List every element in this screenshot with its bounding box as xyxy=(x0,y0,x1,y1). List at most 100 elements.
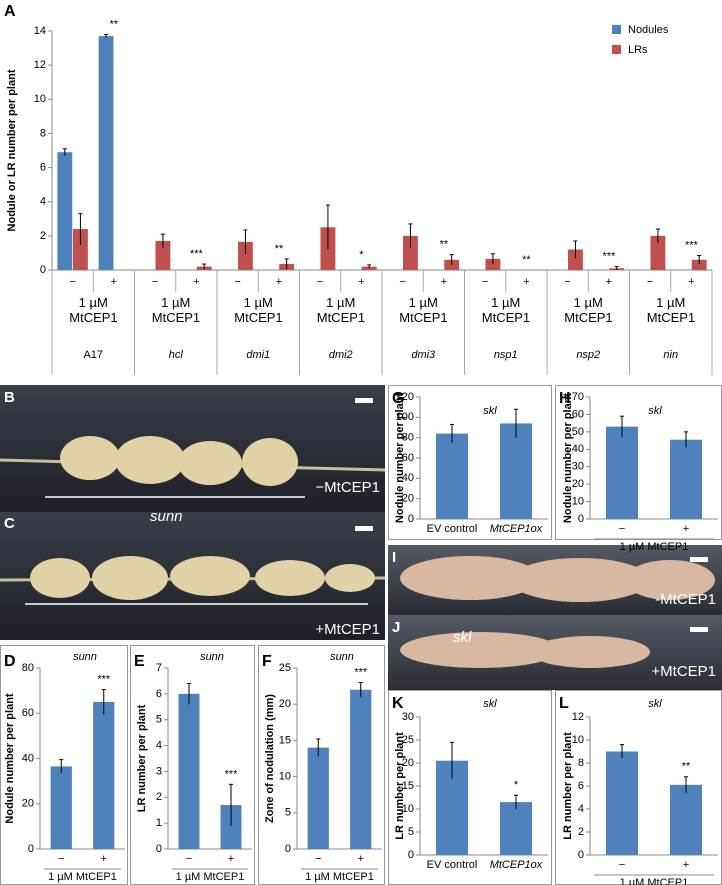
y-tick-label: 4 xyxy=(40,196,46,208)
treatment-box: 1 µM MtCEP1 xyxy=(69,295,117,325)
photo-label: −MtCEP1 xyxy=(315,479,380,496)
bar xyxy=(72,229,88,270)
treatment-label: 1 µM MtCEP1 xyxy=(646,295,696,325)
treatment-box: 1 µM MtCEP1 xyxy=(151,295,201,325)
photo-genotype: skl xyxy=(453,629,472,646)
y-tick-label: 5 xyxy=(156,714,162,726)
bar xyxy=(93,701,115,849)
x-tick-label: − xyxy=(482,276,488,288)
significance: ** xyxy=(682,761,691,773)
legend-swatch xyxy=(612,45,621,54)
bar xyxy=(500,802,532,855)
y-tick-label: 0 xyxy=(578,513,584,525)
genotype-label: A17 xyxy=(83,349,103,361)
panel-letter: B xyxy=(4,389,15,406)
x-tick-label: − xyxy=(315,853,321,865)
chart-title: sunn xyxy=(73,651,97,663)
bar xyxy=(650,235,666,270)
x-tick-label: − xyxy=(317,276,323,288)
y-axis-label: Zone of nodulation (mm) xyxy=(264,694,276,823)
y-axis-label: LR number per plant xyxy=(562,732,574,840)
genotype-label: dmi3 xyxy=(411,349,436,361)
y-tick-label: 7 xyxy=(156,662,162,674)
y-tick-label: 0 xyxy=(285,843,291,855)
photo-genotype: sunn xyxy=(150,508,183,525)
scale-bar xyxy=(355,526,373,531)
bar xyxy=(350,689,372,849)
x-tick-label: + xyxy=(683,859,689,871)
genotype-label: dmi2 xyxy=(329,349,353,361)
y-tick-label: 10 xyxy=(572,734,584,746)
panel-letter: L xyxy=(559,695,569,712)
y-tick-label: 80 xyxy=(402,432,414,444)
y-tick-label: 0 xyxy=(408,513,414,525)
y-tick-label: 3 xyxy=(156,765,162,777)
x-tick-label: − xyxy=(619,859,625,871)
y-tick-label: 20 xyxy=(279,698,291,710)
x-tick-label: + xyxy=(358,853,364,865)
y-tick-label: 12 xyxy=(34,59,46,71)
panel-frame xyxy=(388,385,552,540)
significance: * xyxy=(359,249,364,261)
genotype-label: nsp2 xyxy=(576,349,600,361)
y-tick-label: 60 xyxy=(572,408,584,420)
y-tick-label: 40 xyxy=(22,752,34,764)
y-tick-label: 0 xyxy=(40,264,46,276)
y-tick-label: 8 xyxy=(578,757,584,769)
bar xyxy=(691,259,707,270)
bar xyxy=(670,784,702,855)
significance: *** xyxy=(225,768,239,780)
treatment-label: 1 µM MtCEP1 xyxy=(151,295,201,325)
x-tick-label: + xyxy=(101,853,107,865)
scale-bar xyxy=(690,627,708,632)
bar xyxy=(670,439,702,519)
bar xyxy=(567,249,583,270)
x-tick-label: − xyxy=(564,276,570,288)
significance: *** xyxy=(602,250,616,262)
x-tick-label: + xyxy=(688,276,694,288)
y-tick-label: 0 xyxy=(28,843,34,855)
y-tick-label: 2 xyxy=(578,826,584,838)
bar xyxy=(436,433,468,519)
significance: *** xyxy=(685,239,699,251)
panel-letter: I xyxy=(392,549,396,566)
treatment-box: 1 µM MtCEP1 xyxy=(564,295,613,325)
treatment-label: 1 µM MtCEP1 xyxy=(316,295,366,325)
y-tick-label: 4 xyxy=(578,803,584,815)
x-tick-label: + xyxy=(358,276,364,288)
y-tick-label: 100 xyxy=(396,411,414,423)
x-tick-label: + xyxy=(276,276,282,288)
y-tick-label: 20 xyxy=(572,478,584,490)
y-axis-label: Nodule number per plant xyxy=(394,393,406,524)
y-axis-label: LR number per plant xyxy=(136,704,148,812)
photo-label: +MtCEP1 xyxy=(651,663,716,680)
scale-bar xyxy=(690,557,708,562)
treatment-box: 1 µM MtCEP1 xyxy=(316,295,366,325)
chart-title: skl xyxy=(648,698,662,710)
significance: *** xyxy=(97,673,111,685)
x-tick-label: + xyxy=(228,853,234,865)
photo-label: -MtCEP1 xyxy=(655,591,716,608)
x-tick-label: MtCEP1ox xyxy=(490,523,543,535)
y-tick-label: 20 xyxy=(402,493,414,505)
y-tick-label: 30 xyxy=(572,461,584,473)
x-axis-label: 1 µM MtCEP1 xyxy=(48,871,117,883)
x-tick-label: + xyxy=(606,276,612,288)
y-tick-label: 25 xyxy=(402,734,414,746)
y-tick-label: 60 xyxy=(402,452,414,464)
significance: * xyxy=(514,779,519,791)
y-tick-label: 2 xyxy=(156,791,162,803)
treatment-label: 1 µM MtCEP1 xyxy=(564,295,613,325)
panel-letter: H xyxy=(559,390,571,407)
bar xyxy=(307,747,329,849)
y-tick-label: 10 xyxy=(572,495,584,507)
significance: ** xyxy=(522,254,531,266)
treatment-box: 1 µM MtCEP1 xyxy=(399,295,447,325)
x-axis-label: 1 µM MtCEP1 xyxy=(305,871,374,883)
y-tick-label: 14 xyxy=(34,25,46,37)
photos: B −MtCEP1 C +MtCEP1 sunn I -MtCEP1 J +Mt… xyxy=(0,385,722,690)
x-tick-label: + xyxy=(111,276,117,288)
bar xyxy=(98,36,114,270)
legend-label: Nodules xyxy=(628,24,669,36)
y-tick-label: 10 xyxy=(402,803,414,815)
